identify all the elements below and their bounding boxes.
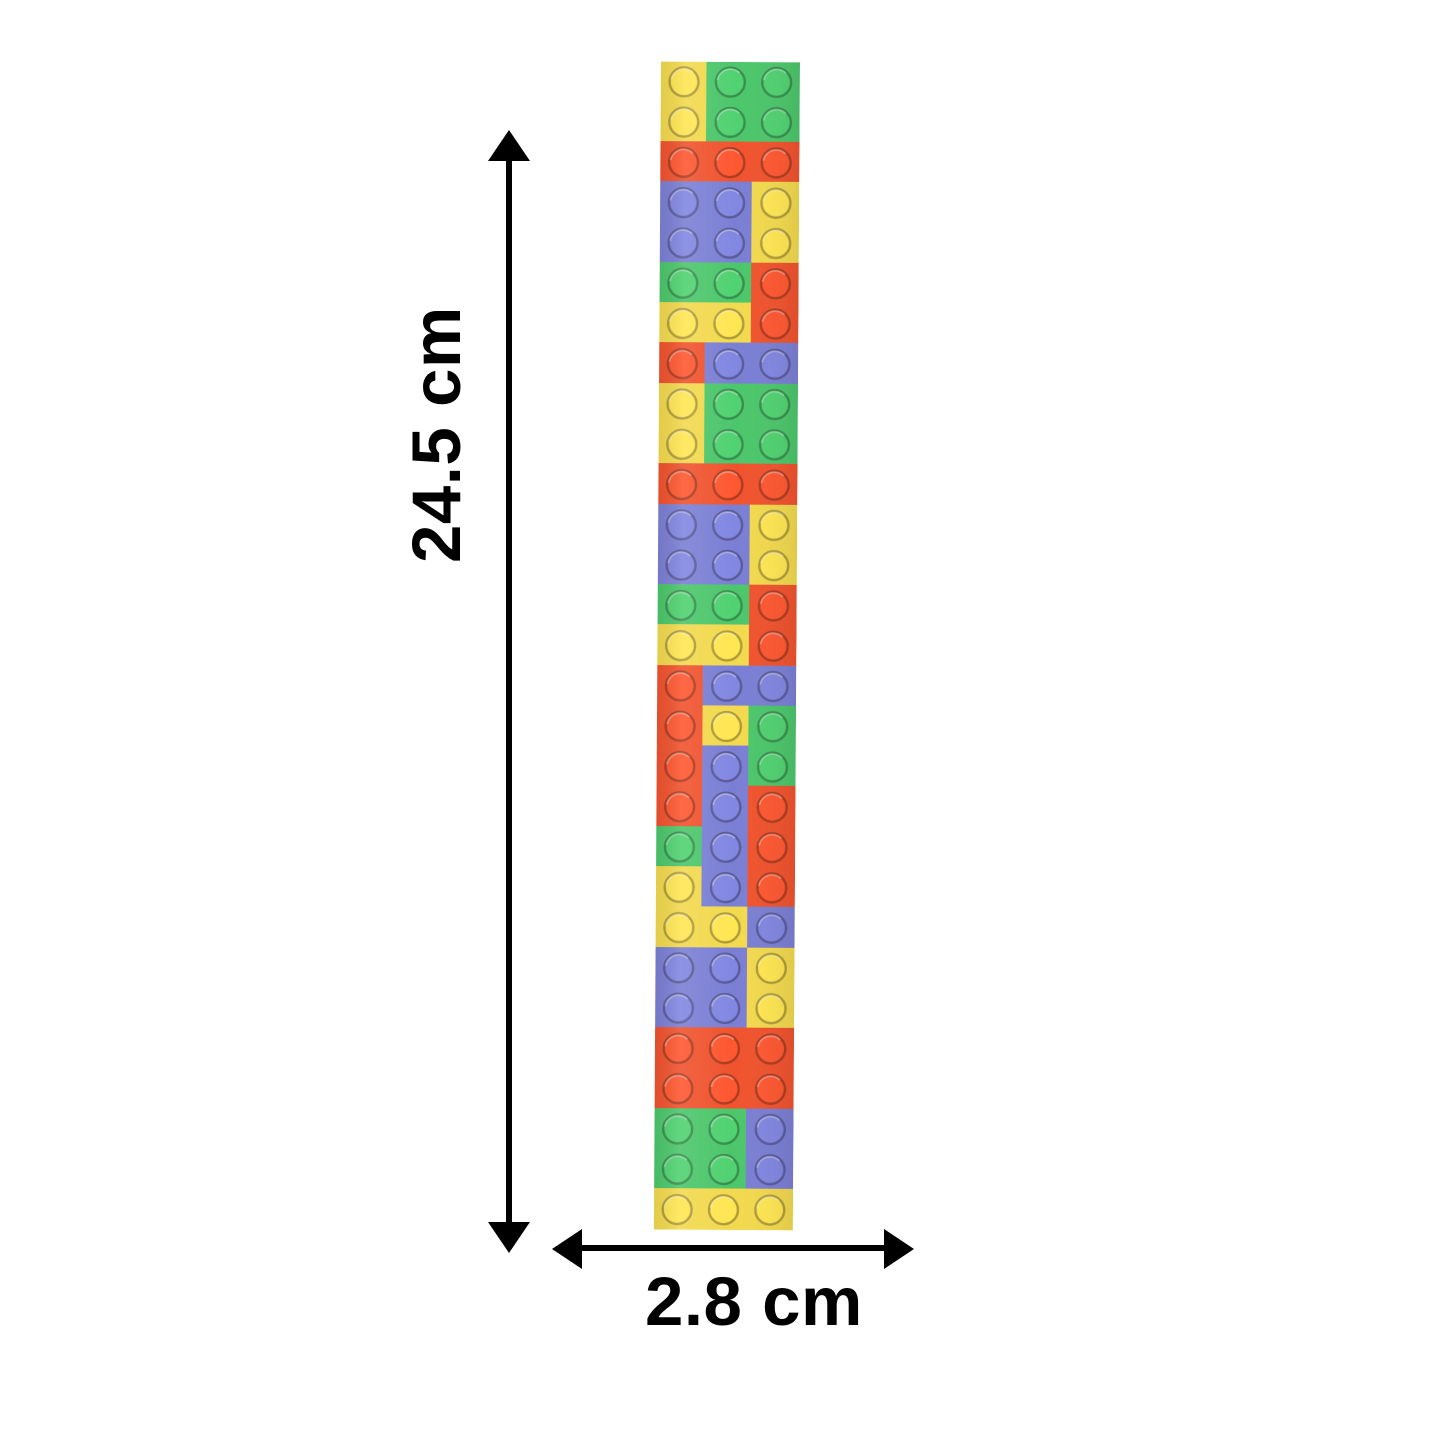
height-dimension-label: 24.5 cm bbox=[398, 306, 475, 563]
height-arrow-down-icon bbox=[488, 1222, 530, 1253]
height-dimension-line bbox=[506, 148, 512, 1232]
width-arrow-left-icon bbox=[552, 1229, 582, 1269]
height-arrow-up-icon bbox=[488, 130, 530, 161]
width-dimension-label: 2.8 cm bbox=[645, 1263, 863, 1340]
brick-pattern-texture bbox=[653, 61, 800, 1231]
building-block-strip-product bbox=[653, 61, 800, 1231]
width-dimension-line bbox=[572, 1245, 894, 1251]
width-arrow-right-icon bbox=[884, 1229, 914, 1269]
